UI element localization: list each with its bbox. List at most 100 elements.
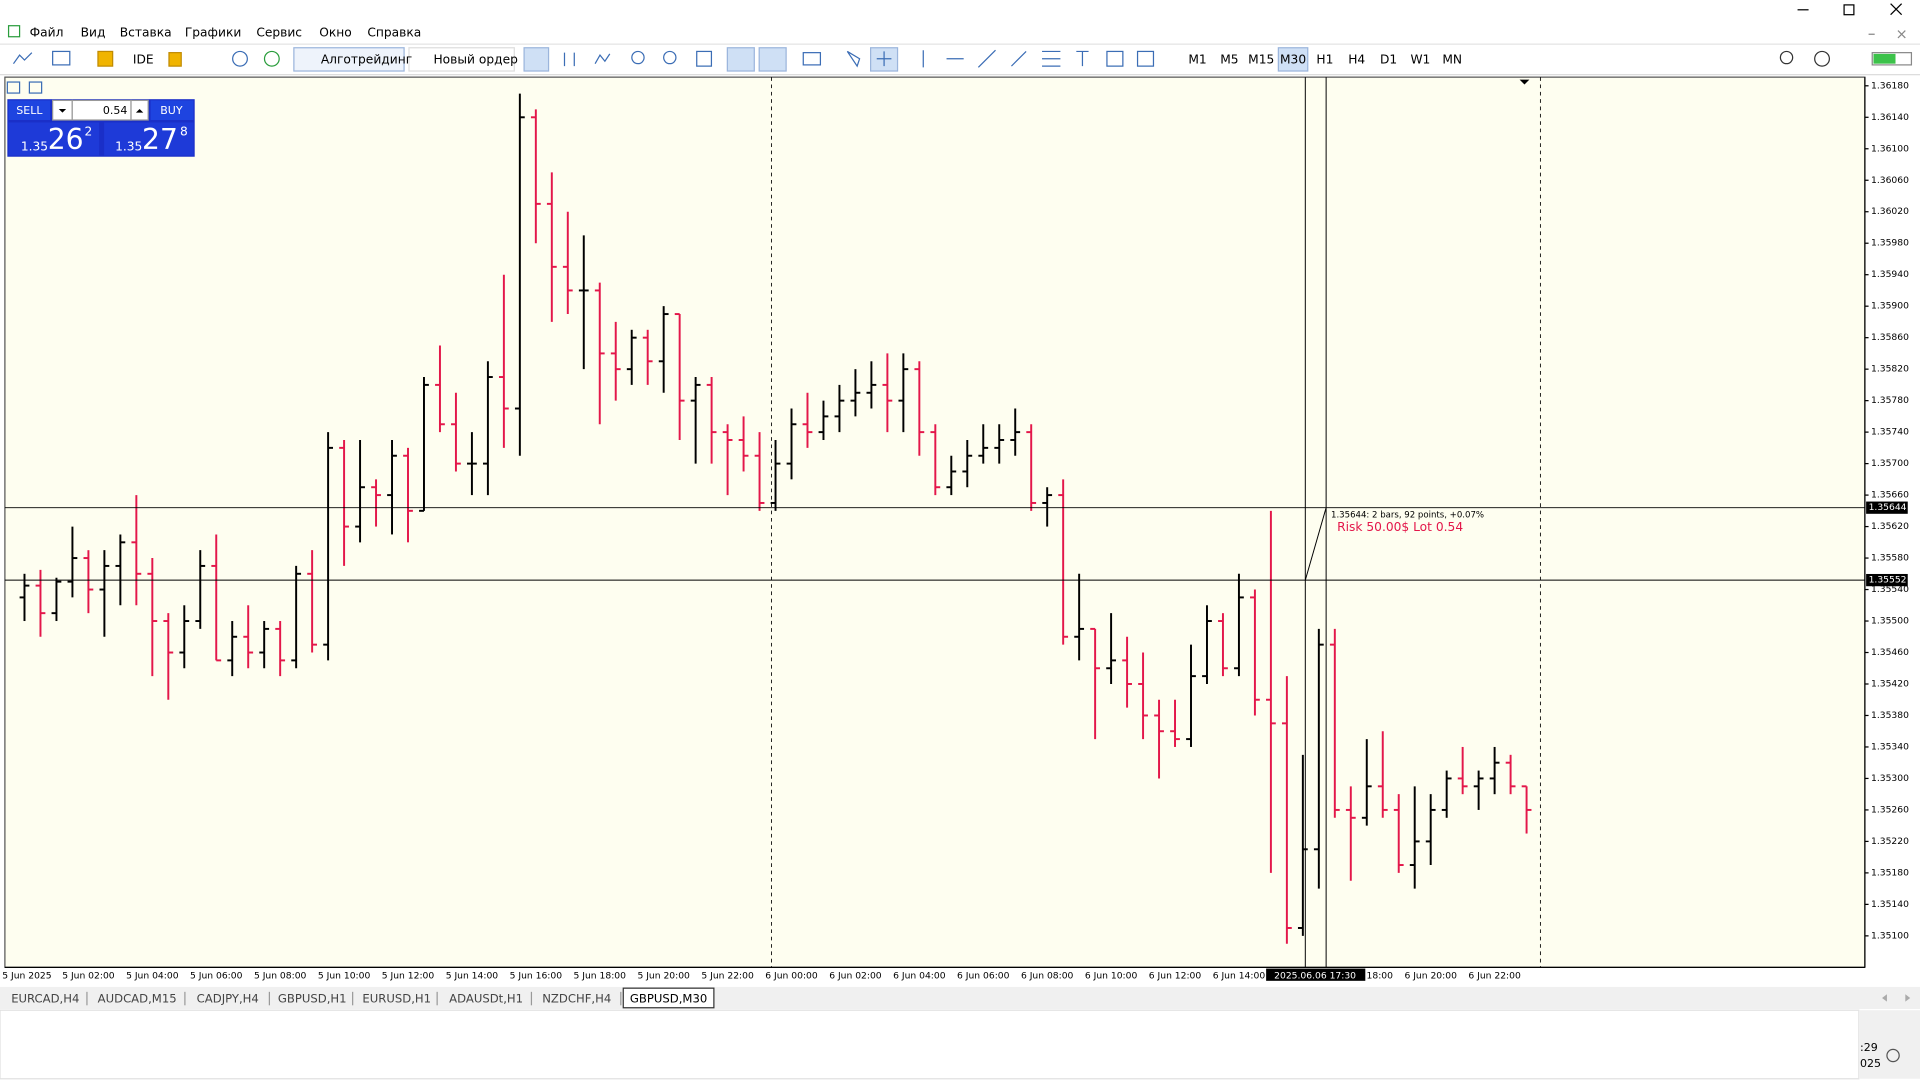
tab[interactable]: NZDCHF,H4	[542, 992, 611, 1006]
tab[interactable]: ADAUSDt,H1	[449, 992, 523, 1006]
menu-item[interactable]: Файл	[30, 26, 64, 40]
menu-item[interactable]: Окно	[319, 26, 352, 40]
timeframe[interactable]: H4	[1348, 53, 1365, 67]
shift-marker[interactable]	[1519, 79, 1530, 85]
autoscroll[interactable]	[726, 47, 755, 72]
icon[interactable]	[52, 50, 71, 66]
x-tick-label: 5 Jun 08:00	[254, 970, 307, 981]
objects[interactable]	[1136, 50, 1155, 67]
lot-value[interactable]: 0.54	[103, 104, 128, 117]
tab[interactable]: GBPUSD,M30	[630, 992, 707, 1006]
tab[interactable]: CADJPY,H4	[197, 992, 259, 1006]
y-tick-label: 1.35260	[1871, 804, 1909, 815]
timeframe[interactable]: M15	[1248, 53, 1274, 67]
x-tick-label: 5 Jun 18:00	[574, 970, 627, 981]
y-tick-label: 1.36020	[1871, 206, 1909, 217]
sell-label[interactable]: SELL	[16, 104, 43, 117]
y-tick-label: 1.35460	[1871, 647, 1909, 658]
y-tick-label: 1.35780	[1871, 395, 1909, 406]
timeframe[interactable]: D1	[1380, 53, 1397, 67]
sell-button[interactable]	[8, 100, 51, 120]
timeframe[interactable]: W1	[1410, 53, 1430, 67]
tab-active[interactable]	[622, 987, 715, 1009]
y-tick-label: 1.35220	[1871, 836, 1909, 847]
y-tick-label: 1.35380	[1871, 710, 1909, 721]
timeframe[interactable]: M1	[1188, 53, 1206, 67]
restore[interactable]	[1843, 4, 1855, 16]
x-tick-label: 5 Jun 06:00	[190, 970, 243, 981]
icon[interactable]	[168, 52, 182, 67]
x-tick-label: 6 Jun 06:00	[957, 970, 1010, 981]
signal-level	[1873, 53, 1896, 64]
y-tick-label: 1.35860	[1871, 332, 1909, 343]
ide-button[interactable]: IDE	[133, 53, 154, 67]
algo-label[interactable]: Алготрейдинг	[321, 53, 412, 67]
search[interactable]	[1779, 50, 1794, 65]
ask-big: 1.35	[115, 139, 142, 153]
trade-panel: SELL 0.54 BUY 1.35 26 2 1.35 27 8	[7, 99, 195, 157]
price-label-bg	[1866, 573, 1908, 587]
timeframe[interactable]: M30	[1280, 53, 1306, 67]
screenshot[interactable]	[802, 52, 822, 66]
zoom-in[interactable]	[631, 50, 645, 65]
icon[interactable]	[263, 50, 280, 67]
y-tick-label: 1.35300	[1871, 773, 1909, 784]
menu-item[interactable]: Графики	[185, 26, 241, 40]
buy-button[interactable]	[150, 100, 194, 120]
shift[interactable]	[758, 47, 787, 72]
price-label-bg	[1866, 501, 1908, 514]
timeframe[interactable]: MN	[1442, 53, 1462, 67]
signal	[1871, 52, 1913, 66]
shapes[interactable]	[1106, 50, 1124, 67]
ask-box[interactable]	[104, 122, 194, 156]
panel-icon[interactable]	[28, 81, 43, 94]
y-tick-label: 1.35140	[1871, 899, 1909, 910]
timeframe[interactable]: H1	[1316, 53, 1333, 67]
algo-button[interactable]	[293, 47, 405, 72]
account[interactable]	[1814, 50, 1830, 67]
bid-big: 1.35	[21, 139, 48, 153]
x-tick-label: 5 Jun 22:00	[701, 970, 754, 981]
menu-item[interactable]: Вставка	[120, 26, 172, 40]
x-tick-label: 5 Jun 14:00	[446, 970, 499, 981]
y-tick-label: 1.35180	[1871, 867, 1909, 878]
clock-date: 025	[1860, 1057, 1881, 1070]
cursor[interactable]	[846, 50, 861, 68]
icon[interactable]	[12, 52, 33, 65]
bar-chart-button[interactable]	[523, 47, 550, 72]
tab[interactable]: AUDCAD,M15	[98, 992, 177, 1006]
app-icon	[7, 25, 21, 38]
y-tick-label: 1.35340	[1871, 741, 1909, 752]
status-corner	[1858, 1010, 1920, 1079]
x-tick-label: 6 Jun 14:00	[1213, 970, 1266, 981]
mdi-controls[interactable]	[1868, 30, 1906, 39]
icon[interactable]	[232, 50, 248, 67]
menu-item[interactable]: Сервис	[256, 26, 302, 40]
y-tick-label: 1.36140	[1871, 112, 1909, 123]
menu-item[interactable]: Справка	[367, 26, 421, 40]
x-tick-label: 6 Jun 22:00	[1468, 970, 1521, 981]
draw-tools[interactable]	[876, 49, 1089, 68]
y-tick-label: 1.35580	[1871, 553, 1909, 564]
order-label[interactable]: Новый ордер	[433, 53, 518, 67]
zoom-out[interactable]	[663, 50, 677, 65]
icon[interactable]	[97, 50, 114, 67]
timeframe[interactable]: M5	[1220, 53, 1238, 67]
y-tick-label: 1.35620	[1871, 521, 1909, 532]
x-tick-label: 6 Jun 18:00	[1341, 970, 1394, 981]
close[interactable]	[1890, 3, 1903, 16]
clock-icon	[1886, 1048, 1900, 1063]
bid-box[interactable]	[8, 122, 100, 156]
tab[interactable]: GBPUSD,H1	[278, 992, 347, 1006]
icon[interactable]	[563, 52, 611, 67]
panel-icon[interactable]	[6, 81, 21, 94]
menu-item[interactable]: Вид	[81, 26, 106, 40]
tab-bar	[0, 986, 1920, 1009]
tab[interactable]: EURCAD,H4	[11, 992, 79, 1006]
x-tick-label: 6 Jun 20:00	[1404, 970, 1457, 981]
order-button[interactable]	[408, 47, 515, 72]
tab[interactable]: EURUSD,H1	[362, 992, 431, 1006]
grid-button[interactable]	[696, 50, 713, 67]
y-tick-label: 1.35940	[1871, 269, 1909, 280]
buy-label[interactable]: BUY	[160, 104, 183, 117]
